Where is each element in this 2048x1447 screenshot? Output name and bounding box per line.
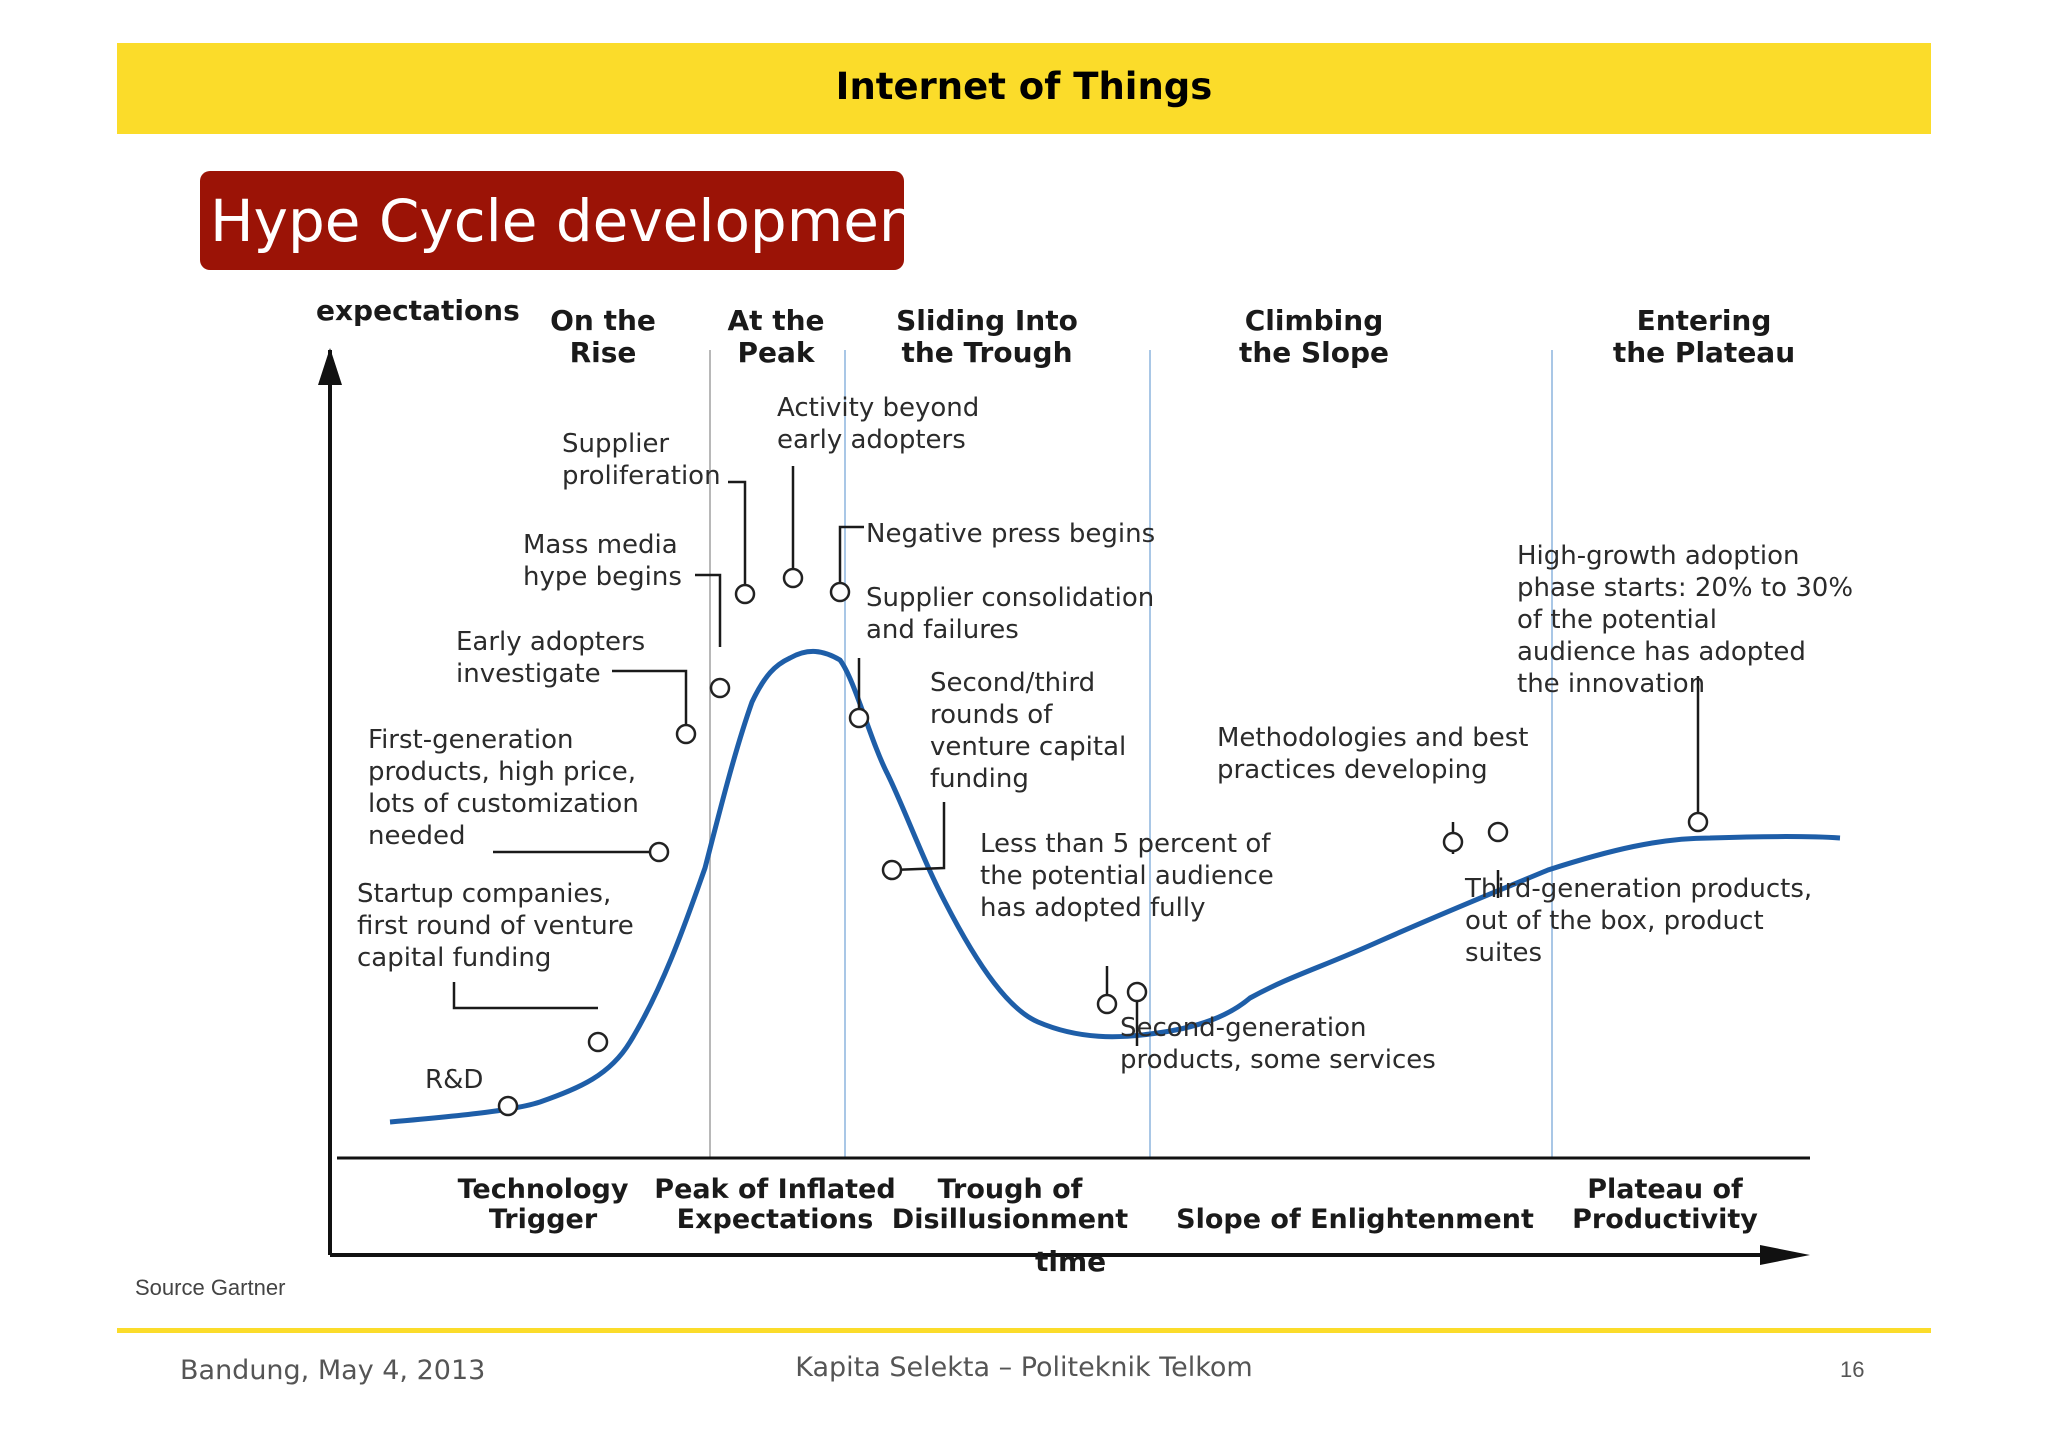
curve-marker [829, 581, 851, 603]
curve-marker [709, 677, 731, 699]
curve-marker [675, 723, 697, 745]
curve-marker [1687, 811, 1709, 833]
curve-marker [1487, 821, 1509, 843]
header-title: Internet of Things [835, 65, 1213, 108]
leader-line [452, 982, 598, 1010]
annotation-label: Early adopters investigate [456, 627, 645, 689]
annotation-label: Negative press begins [866, 519, 1155, 549]
top-headers: On the Rise At the Peak Sliding Into the Trou… [550, 304, 1795, 369]
annotation-label: First-generation products, high price, lot… [368, 725, 639, 851]
slide-title-box: Hype Cycle development [200, 171, 938, 270]
curve-marker [881, 859, 903, 881]
hype-cycle-diagram: expectations time On the Rise At the Peak Sl… [316, 294, 1853, 1278]
annotations: R&D Startup companies, first round of vent… [357, 393, 1853, 1095]
curve-marker [497, 1095, 519, 1117]
leader-line [728, 480, 747, 594]
curve-marker [848, 707, 870, 729]
x-axis-arrow [1760, 1245, 1810, 1265]
curve-marker [1126, 981, 1148, 1003]
top-header: On the Rise [550, 304, 656, 369]
page-number: 16 [1840, 1357, 1865, 1382]
leader-line [891, 802, 946, 872]
curve-marker [648, 841, 670, 863]
top-header: Entering the Plateau [1613, 304, 1795, 369]
source-note: Source Gartner [135, 1275, 286, 1300]
annotation-label: Supplier consolidation and failures [866, 583, 1154, 645]
annotation-label: Third-generation products, out of the box… [1464, 874, 1812, 968]
phase-dividers [709, 350, 1553, 1158]
annotation-label: Mass media hype begins [523, 530, 682, 592]
annotation-label: High-growth adoption phase starts: 20% to… [1517, 541, 1853, 699]
leader-line [695, 573, 722, 647]
footer-date: Bandung, May 4, 2013 [180, 1355, 486, 1386]
curve-marker [734, 583, 756, 605]
footer-title: Kapita Selekta – Politeknik Telkom [795, 1352, 1253, 1383]
y-axis-label: expectations [316, 294, 520, 327]
top-header: Sliding Into the Trough [896, 304, 1078, 369]
phase-label: Peak of Inflated Expectations [654, 1174, 895, 1235]
phase-label: Technology Trigger [458, 1174, 629, 1235]
top-header: Climbing the Slope [1239, 304, 1389, 369]
leader-line [838, 525, 864, 585]
annotation-label: Methodologies and best practices developi… [1217, 723, 1529, 785]
curve-marker [782, 567, 804, 589]
annotation-label: Second-generation products, some services [1120, 1013, 1436, 1075]
axes [318, 348, 1810, 1265]
curve-markers [497, 567, 1709, 1117]
top-header: At the Peak [727, 304, 824, 369]
x-axis-label: time [1035, 1245, 1106, 1278]
annotation-label: R&D [425, 1065, 483, 1095]
annotation-label: Second/third rounds of venture capital fund… [930, 668, 1126, 794]
phase-labels: Technology Trigger Peak of Inflated Expecta… [458, 1174, 1759, 1235]
phase-label: Trough of Disillusionment [892, 1174, 1128, 1235]
curve-marker [1096, 993, 1118, 1015]
footer-divider [117, 1328, 1931, 1333]
annotation-label: Less than 5 percent of the potential audi… [980, 829, 1274, 923]
slide-title: Hype Cycle development [210, 187, 939, 255]
phase-label: Slope of Enlightenment [1176, 1204, 1534, 1235]
curve-marker [1442, 831, 1464, 853]
phase-label: Plateau of Productivity [1572, 1174, 1758, 1235]
annotation-label: Activity beyond early adopters [777, 393, 979, 455]
annotation-label: Supplier proliferation [562, 429, 721, 491]
annotation-label: Startup companies, first round of venture… [357, 879, 634, 973]
curve-marker [587, 1031, 609, 1053]
header-bar: Internet of Things [117, 43, 1931, 134]
y-axis-arrow [318, 348, 342, 385]
leader-line [612, 669, 688, 734]
